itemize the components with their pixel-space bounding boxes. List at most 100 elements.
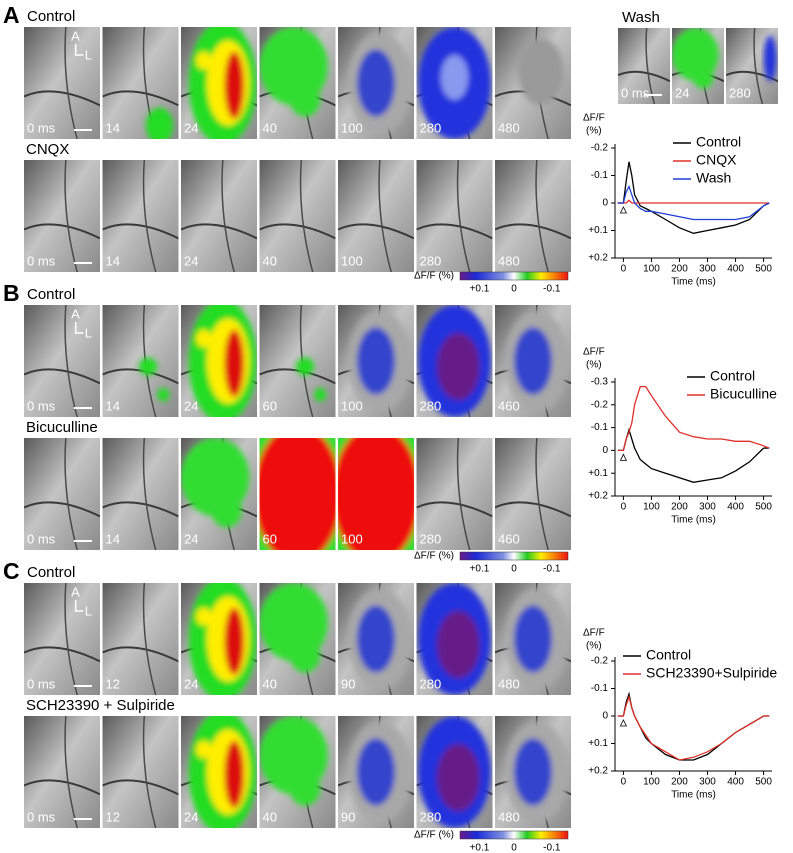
image-tile (259, 27, 336, 139)
y-tick-label: -0.1 (591, 170, 609, 181)
vessel (64, 716, 78, 828)
activation (314, 387, 327, 402)
overlay (181, 438, 250, 528)
frame-label: 280 (729, 85, 751, 100)
image-tile (259, 160, 336, 272)
stim-marker (619, 453, 628, 461)
activation (437, 611, 480, 679)
colorbar-tick: 0 (511, 843, 517, 853)
vessel (24, 501, 100, 518)
frame-label: 24 (184, 809, 198, 824)
image-tile (495, 583, 571, 695)
frame-label: 280 (420, 531, 442, 546)
overlay (145, 107, 174, 139)
x-tick-label: 100 (643, 777, 660, 788)
y-tick-label: -0.2 (591, 656, 609, 667)
orientation-label: L (85, 603, 92, 618)
vessel (645, 28, 656, 104)
colorbar (459, 551, 569, 561)
vessel (102, 501, 179, 518)
vessel (181, 223, 257, 240)
brain-image (24, 716, 100, 828)
panel-letter: A (3, 2, 20, 28)
vessel (142, 716, 157, 828)
overlay (188, 305, 257, 417)
frame-label: 480 (498, 120, 520, 135)
colorbar (459, 830, 569, 840)
vessel (299, 160, 314, 272)
frame-label: 14 (106, 253, 120, 268)
overlay (259, 716, 328, 806)
image-tile (495, 716, 571, 828)
frame-label: 12 (106, 676, 120, 691)
colorbar-label: ΔF/F (%) (414, 271, 454, 282)
y-axis-label: (%) (586, 641, 602, 652)
x-tick-label: 400 (727, 777, 744, 788)
brain-image (24, 583, 100, 695)
activation (517, 38, 564, 106)
x-tick-label: 200 (671, 502, 688, 513)
colorbar-tick: +0.1 (470, 564, 490, 575)
condition-label: Control (27, 8, 75, 25)
brain-image (24, 438, 100, 550)
frame-label: 40 (263, 809, 277, 824)
image-tile (24, 716, 100, 828)
brain-image (495, 438, 571, 550)
vessel (338, 223, 414, 240)
vessel (64, 438, 78, 550)
frame-label: 280 (420, 809, 442, 824)
y-tick-label: -0.1 (591, 683, 609, 694)
y-tick-label: +0.1 (588, 468, 608, 479)
colorbar (459, 271, 569, 281)
x-tick-label: 500 (755, 777, 772, 788)
y-tick-label: -0.2 (591, 399, 609, 410)
vessel (102, 779, 179, 796)
activation (357, 49, 395, 117)
series-line (617, 694, 770, 761)
vessel (378, 160, 392, 272)
frame-label: 480 (498, 676, 520, 691)
overlay (504, 588, 569, 690)
x-tick-label: 500 (755, 502, 772, 513)
vessel (221, 160, 235, 272)
vessel (416, 501, 493, 518)
vessel (102, 223, 179, 240)
image-tile (24, 305, 100, 417)
inset-title: Wash (622, 9, 660, 26)
legend-label: Control (646, 647, 691, 663)
vessel (24, 646, 100, 663)
panel-letter: C (3, 558, 20, 584)
colorbar-tick: 0 (511, 564, 517, 575)
activation (196, 607, 212, 626)
x-tick-label: 500 (755, 264, 772, 275)
image-tile (672, 28, 724, 104)
frame-label: 100 (341, 120, 363, 135)
panel-letter: B (3, 280, 20, 306)
vessel (456, 438, 471, 550)
frame-label: 460 (498, 531, 520, 546)
brain-image (338, 160, 414, 272)
frame-label: 100 (341, 253, 363, 268)
overlay (672, 28, 719, 89)
y-axis-label: (%) (586, 360, 602, 371)
overlay (295, 357, 327, 402)
activation (437, 744, 480, 812)
image-tile (259, 438, 336, 550)
x-axis-label: Time (ms) (671, 790, 716, 801)
activation (357, 327, 395, 395)
brain-image (495, 160, 571, 272)
y-tick-label: 0 (602, 711, 608, 722)
vessel (102, 646, 179, 663)
y-axis-label: (%) (586, 126, 602, 137)
activation (357, 738, 395, 806)
overlay (517, 38, 564, 106)
frame-label: 24 (184, 120, 198, 135)
vessel (535, 160, 549, 272)
vessel (102, 90, 179, 107)
image-tile (181, 160, 257, 272)
vessel (64, 583, 78, 695)
orientation-label: A (71, 584, 80, 599)
orientation-label: A (71, 306, 80, 321)
overlay (347, 32, 412, 134)
frame-label: 14 (106, 531, 120, 546)
